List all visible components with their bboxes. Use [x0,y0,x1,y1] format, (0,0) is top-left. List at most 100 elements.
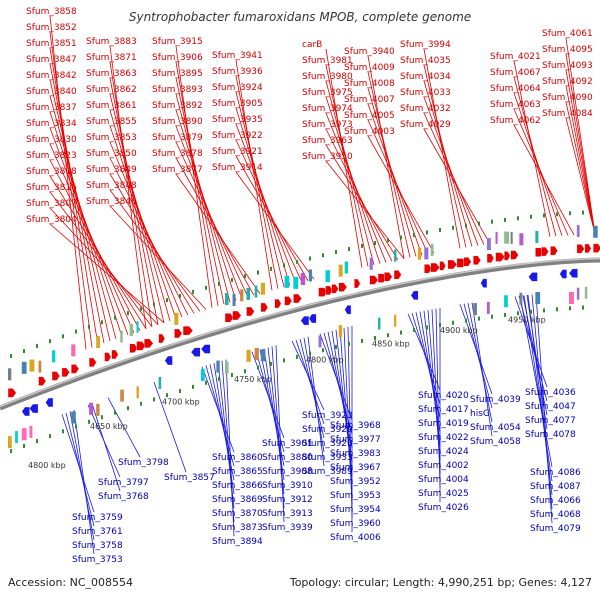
forward-gene-arrow [293,293,302,304]
reverse-gene-arrow [200,344,211,354]
leader-line [49,63,105,344]
gene-label: Sfum_3941 [212,51,263,61]
reverse-gene-arrow [45,397,54,408]
tick-mark [153,397,155,402]
gene-label: Sfum_4077 [525,416,576,426]
gene-label: Sfum_3865 [212,467,263,477]
leader-line [109,189,201,312]
gene-label: Sfum_3860 [212,453,263,463]
forward-gene-arrow [38,376,47,386]
tick-mark [75,424,77,429]
forward-gene-arrow [576,244,585,254]
gene-label: Sfum_3980 [302,72,353,82]
tick-mark [114,315,116,320]
tick-label: 4750 kbp [234,375,272,384]
gene-label: Sfum_3954 [330,505,381,515]
feature-block [15,431,18,444]
gene-label: Sfum_3950 [302,152,353,162]
feature-block [224,292,229,305]
tick-mark [556,307,558,312]
gene-label: Sfum_4034 [400,72,451,82]
feature-block [338,264,343,277]
feature-block [158,376,162,389]
leader-line [513,60,551,237]
tick-mark [244,369,246,374]
gene-label: Sfum_4079 [530,524,581,534]
feature-block [232,293,236,306]
leader-line [225,359,235,537]
forward-gene-arrow [393,270,402,280]
reverse-gene-arrow [300,315,310,326]
feature-block [71,411,76,424]
tick-mark [517,216,519,221]
leader-line [49,15,87,350]
feature-block [260,349,266,362]
feature-block [38,360,42,373]
tick-mark [62,334,64,339]
gene-label: Sfum_3851 [26,39,77,49]
tick-mark [231,277,233,282]
leader-line [49,191,153,327]
gene-label: Sfum_3840 [26,87,77,97]
leader-line [325,128,393,262]
leader-line [49,207,159,326]
tick-mark [36,344,38,349]
leader-line [49,175,147,329]
gene-label: Sfum_3853 [86,133,137,143]
tick-mark [322,348,324,353]
leader-line [467,303,493,423]
tick-mark [153,302,155,307]
leader-line [343,327,353,505]
gene-label: Sfum_3878 [152,149,203,159]
tick-mark [166,298,168,303]
tick-mark [179,293,181,298]
gene-label: Sfum_4032 [400,104,451,114]
leader-line [175,141,249,298]
feature-block [308,269,312,282]
forward-gene-arrow [439,261,446,271]
gene-label: Sfum_3758 [72,541,123,551]
forward-gene-arrow [7,388,17,398]
gene-label: Sfum_3895 [152,69,203,79]
leader-line [49,47,99,346]
leader-line [175,45,213,308]
gene-label: Sfum_3983 [330,449,381,459]
gene-label: Sfum_3908 [262,467,313,477]
top-leader-lines [49,15,596,350]
gene-label: Sfum_3940 [344,47,395,57]
feature-block [240,289,244,302]
feature-block [96,403,100,416]
reverse-gene-arrow [480,278,488,288]
tick-mark [439,323,441,328]
reverse-gene-arrow [559,269,568,279]
leader-line [109,141,183,318]
leader-line [235,139,303,283]
leader-line [235,91,285,288]
leader-line [411,312,441,405]
feature-block [120,389,124,402]
gene-label: Sfum_3890 [152,117,203,127]
gene-label: Sfum_4039 [470,395,521,405]
tick-mark [374,241,376,246]
tick-mark [23,349,25,354]
forward-gene-arrow [104,352,112,362]
reverse-gene-arrow [344,305,352,315]
gene-label: Sfum_4009 [344,63,395,73]
tick-label: 4800 kbp [28,461,66,470]
gene-label: Sfum_3893 [152,85,203,95]
feature-block [136,320,139,333]
leader-line [299,338,325,439]
tick-mark [374,336,376,341]
gene-label: Sfum_3929 [302,425,353,435]
gene-label: Sfum_4029 [400,120,451,130]
gene-label: Sfum_3834 [26,119,77,129]
tick-mark [387,238,389,243]
gene-label: Sfum_3816 [26,183,77,193]
gene-label: Sfum_3871 [86,53,137,63]
gene-label: Sfum_4036 [525,388,576,398]
tick-mark [569,306,571,311]
tick-mark [348,341,350,346]
tick-mark [231,372,233,377]
forward-gene-arrow [510,250,519,260]
feature-block [224,361,229,374]
